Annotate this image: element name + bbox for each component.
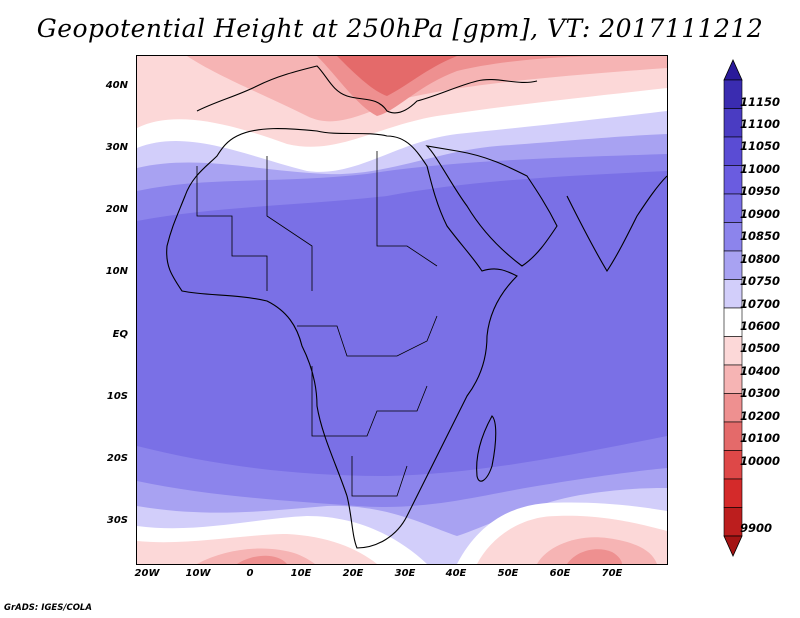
colorbar-label-10600: 10600 [740,319,781,333]
colorbar-label-10850: 10850 [740,229,781,243]
lat-label-10s: 10S [106,391,128,402]
band-south-10500-west [197,548,315,564]
colorbar-bottom-arrow [723,535,743,557]
colorbar-label-11050: 11050 [740,139,781,153]
colorbar-label-11150: 11150 [740,95,781,109]
colorbar-label-10000: 10000 [740,454,781,468]
band-north-10300 [337,56,457,96]
colorbar-label-10100: 10100 [740,431,781,445]
lon-label-30e: 30E [394,568,416,579]
band-south-10400-west [237,555,287,564]
lat-label-30s: 30S [106,515,128,526]
colorbar-label-10900: 10900 [740,207,781,221]
country-borders [196,151,438,497]
colorbar-label-11000: 11000 [740,162,781,176]
border-south-central [311,366,428,437]
map-panel [136,55,668,565]
border-west-africa [196,166,268,291]
footer-credit: GrADS: IGES/COLA [4,603,92,613]
colorbar-label-10750: 10750 [740,274,781,288]
lon-label-60e: 60E [549,568,571,579]
border-libya-egypt-sudan [376,151,438,267]
band-north-10500 [187,56,667,122]
lon-label-10w: 10W [185,568,211,579]
geopotential-field [137,56,667,564]
colorbar-label-10200: 10200 [740,409,781,423]
lat-label-20n: 20N [105,204,128,215]
arabia-coast [425,145,558,267]
border-sahel [266,156,313,291]
lon-label-0: 0 [246,568,254,579]
colorbar [723,59,743,557]
madagascar-coast [476,415,497,482]
colorbar-label-10700: 10700 [740,297,781,311]
lat-label-30n: 30N [105,142,128,153]
lon-label-50e: 50E [497,568,519,579]
colorbar-top-arrow [723,59,743,81]
lat-label-20s: 20S [106,453,128,464]
colorbar-label-10800: 10800 [740,252,781,266]
lon-label-40e: 40E [445,568,467,579]
india-coast [566,175,667,273]
colorbar-label-11100: 11100 [740,117,781,131]
lon-label-70e: 70E [601,568,623,579]
colorbar-label-10400: 10400 [740,364,781,378]
europe-coast [196,65,538,114]
colorbar-label-10300: 10300 [740,386,781,400]
lon-label-20w: 20W [134,568,160,579]
lon-label-10e: 10E [290,568,312,579]
chart-title: Geopotential Height at 250hPa [gpm], VT:… [36,14,764,43]
lat-label-eq: EQ [112,329,128,340]
colorbar-label-10950: 10950 [740,184,781,198]
lat-label-10n: 10N [105,266,128,277]
colorbar-label-10500: 10500 [740,341,781,355]
africa-coast [166,128,518,549]
colorbar-label-9900: 9900 [740,521,773,535]
coastlines [166,65,667,549]
band-south-10400-east [567,549,622,564]
border-central-africa [297,315,438,357]
colorbar-swatch-10100 [723,478,743,508]
lat-label-40n: 40N [105,80,128,91]
border-southern-africa [351,456,408,497]
lon-label-20e: 20E [342,568,364,579]
